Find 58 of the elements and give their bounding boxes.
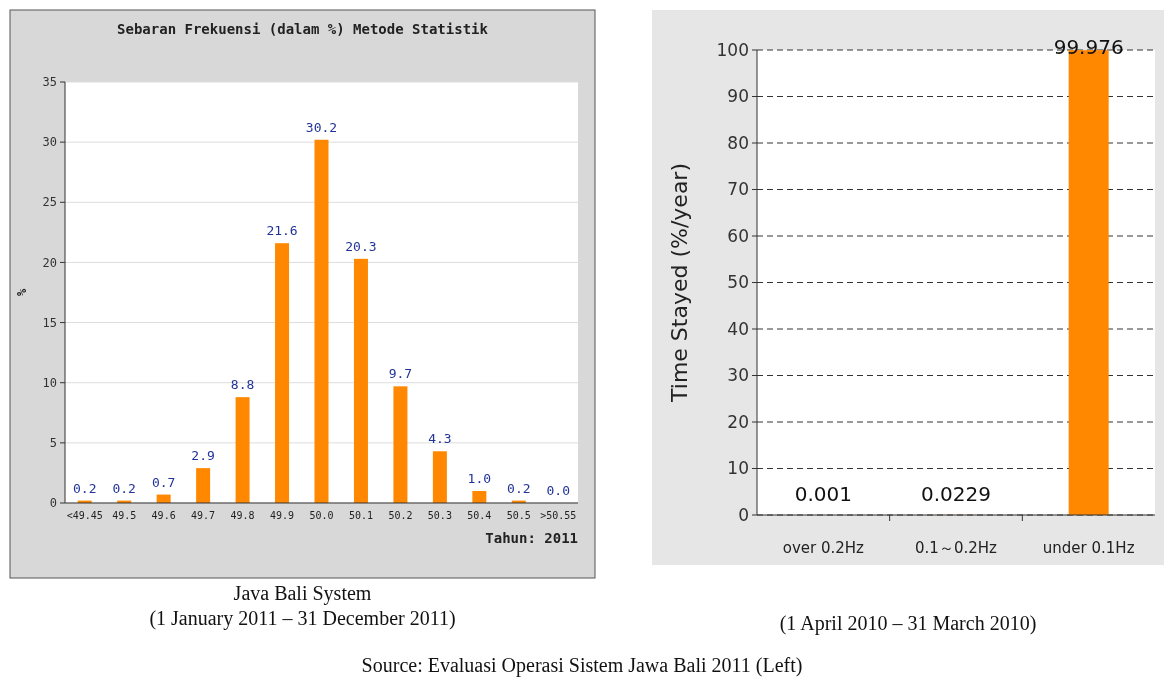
x-tick-label: 49.5 [112, 510, 137, 521]
y-tick-label: 80 [727, 132, 749, 153]
y-tick-label: 60 [727, 225, 749, 246]
data-label: 21.6 [266, 223, 298, 239]
x-tick-label: 0.1～0.2Hz [915, 539, 998, 557]
data-label: 0.7 [151, 474, 176, 490]
y-tick-label: 5 [49, 436, 57, 451]
data-label: 1.0 [467, 470, 492, 486]
data-label: 0.2 [72, 480, 97, 496]
x-tick-label: 49.6 [151, 510, 176, 521]
y-tick-label: 70 [727, 179, 749, 200]
text: (1 January 2011 – 31 December 2011) [149, 607, 456, 630]
data-label: 0.0229 [921, 482, 991, 506]
y-tick-label: 20 [42, 255, 57, 270]
y-tick-label: 30 [727, 365, 749, 386]
chart-title: Sebaran Frekuensi (dalam %) Metode Statistik [117, 21, 489, 37]
source-note: Source: Evaluasi Operasi Sistem Jawa Bali 2011 (Left) [361, 654, 803, 677]
x-tick-label: <49.45 [66, 510, 103, 521]
x-tick-label: 50.1 [348, 510, 374, 521]
y-tick-label: 100 [716, 39, 749, 60]
x-tick-label: 50.3 [427, 510, 452, 521]
x-tick-label: 49.9 [269, 510, 295, 521]
y-tick-label: 25 [42, 195, 57, 210]
y-tick-label: 10 [727, 458, 749, 479]
y-tick-label: 40 [727, 318, 749, 339]
x-tick-label: over 0.2Hz [782, 539, 865, 557]
data-label: 0.2 [507, 480, 531, 496]
y-tick-label: 20 [727, 411, 749, 432]
y-tick-label: 50 [727, 272, 749, 293]
data-label: 0.2 [112, 480, 136, 496]
x-tick-label: 50.2 [388, 510, 413, 521]
text: (1 April 2010 – 31 March 2010) [779, 612, 1037, 635]
text: Tahun: 2011 [485, 530, 578, 546]
data-label: 20.3 [345, 238, 377, 254]
y-tick-label: 15 [42, 315, 57, 330]
x-tick-label: 49.7 [191, 510, 216, 521]
y-tick-label: 35 [42, 75, 57, 90]
y-tick-label: 0 [49, 496, 57, 511]
text: Java Bali System [233, 582, 372, 605]
data-label: 4.3 [428, 431, 452, 447]
data-label: 2.9 [191, 448, 215, 464]
y-axis-title: Time Stayed (%/year) [667, 163, 692, 403]
x-tick-label: 49.8 [230, 510, 255, 521]
x-tick-label: 50.0 [309, 510, 334, 521]
y-tick-label: 10 [42, 375, 57, 390]
data-label: 0.001 [794, 482, 852, 506]
data-label: 0.0 [546, 483, 571, 498]
data-label: 30.2 [305, 119, 338, 135]
x-tick-label: under 0.1Hz [1042, 539, 1135, 557]
x-tick-label: >50.55 [540, 510, 577, 521]
y-axis-title: % [15, 288, 30, 297]
x-tick-label: 50.4 [467, 510, 492, 521]
y-tick-label: 0 [738, 504, 749, 525]
y-tick-label: 30 [42, 135, 57, 150]
data-label: 9.7 [388, 366, 413, 382]
data-label: 8.8 [230, 377, 255, 393]
y-tick-label: 90 [727, 86, 749, 107]
x-tick-label: 50.5 [506, 510, 531, 521]
